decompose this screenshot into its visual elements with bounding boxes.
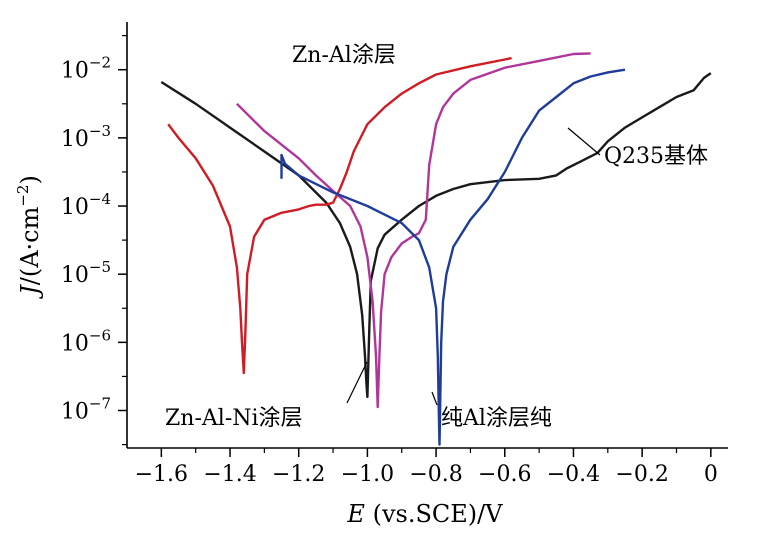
- y-tick-exponent: −7: [89, 395, 111, 413]
- y-tick-label: 10−4: [61, 190, 111, 220]
- x-tick-label: −0.6: [478, 462, 531, 487]
- x-tick-label: 0: [704, 462, 718, 487]
- series-annotation-0: Zn-Al涂层: [292, 43, 396, 68]
- y-tick-base: 10: [61, 400, 89, 425]
- x-tick-label: −1.2: [272, 462, 325, 487]
- y-tick-base: 10: [61, 127, 89, 152]
- annotation-leader: [567, 127, 601, 156]
- x-tick-label: −0.4: [547, 462, 600, 487]
- annotation-group: Zn-Al涂层 Q235基体 Zn-Al-Ni涂层 纯Al涂层纯: [165, 43, 708, 431]
- y-tick-exponent: −5: [89, 258, 111, 276]
- y-tick-base: 10: [61, 195, 89, 220]
- series-line-3: [280, 68, 626, 446]
- y-ticks: 10−210−310−410−510−610−7: [61, 35, 127, 446]
- y-tick-base: 10: [61, 59, 89, 84]
- x-axis-title: E (vs.SCE)/V: [346, 500, 503, 528]
- y-tick-exponent: −6: [89, 326, 111, 344]
- axes: [126, 22, 728, 449]
- annotation-leader: [431, 391, 438, 406]
- annotation-leader: [346, 361, 368, 404]
- x-tick-label: −0.8: [409, 462, 462, 487]
- y-tick-exponent: −4: [89, 190, 111, 208]
- x-tick-label: −0.2: [615, 462, 668, 487]
- y-tick-base: 10: [61, 263, 89, 288]
- x-ticks: −1.6 −1.4 −1.2 −1.0 −0.8 −0.6 −0.4 −0.2 0: [135, 448, 718, 487]
- y-tick-exponent: −3: [89, 122, 111, 140]
- y-tick-label: 10−7: [61, 395, 111, 425]
- y-axis-title: J/(A·cm−2): [14, 175, 44, 300]
- y-tick-label: 10−2: [61, 54, 111, 84]
- series-annotation-3: 纯Al涂层纯: [441, 406, 552, 431]
- series-annotation-2: Zn-Al-Ni涂层: [165, 406, 303, 431]
- series-annotation-1: Q235基体: [604, 144, 708, 169]
- x-tick-label: −1.6: [135, 462, 188, 487]
- series-line-0: [160, 72, 712, 399]
- y-tick-base: 10: [61, 331, 89, 356]
- x-tick-label: −1.4: [203, 462, 256, 487]
- y-tick-label: 10−3: [61, 122, 111, 152]
- series-group: [160, 52, 712, 446]
- y-tick-label: 10−5: [61, 258, 111, 288]
- series-line-1: [167, 56, 512, 375]
- y-tick-label: 10−6: [61, 326, 111, 356]
- y-tick-exponent: −2: [89, 54, 111, 72]
- series-line-2: [236, 52, 591, 409]
- x-tick-label: −1.0: [341, 462, 394, 487]
